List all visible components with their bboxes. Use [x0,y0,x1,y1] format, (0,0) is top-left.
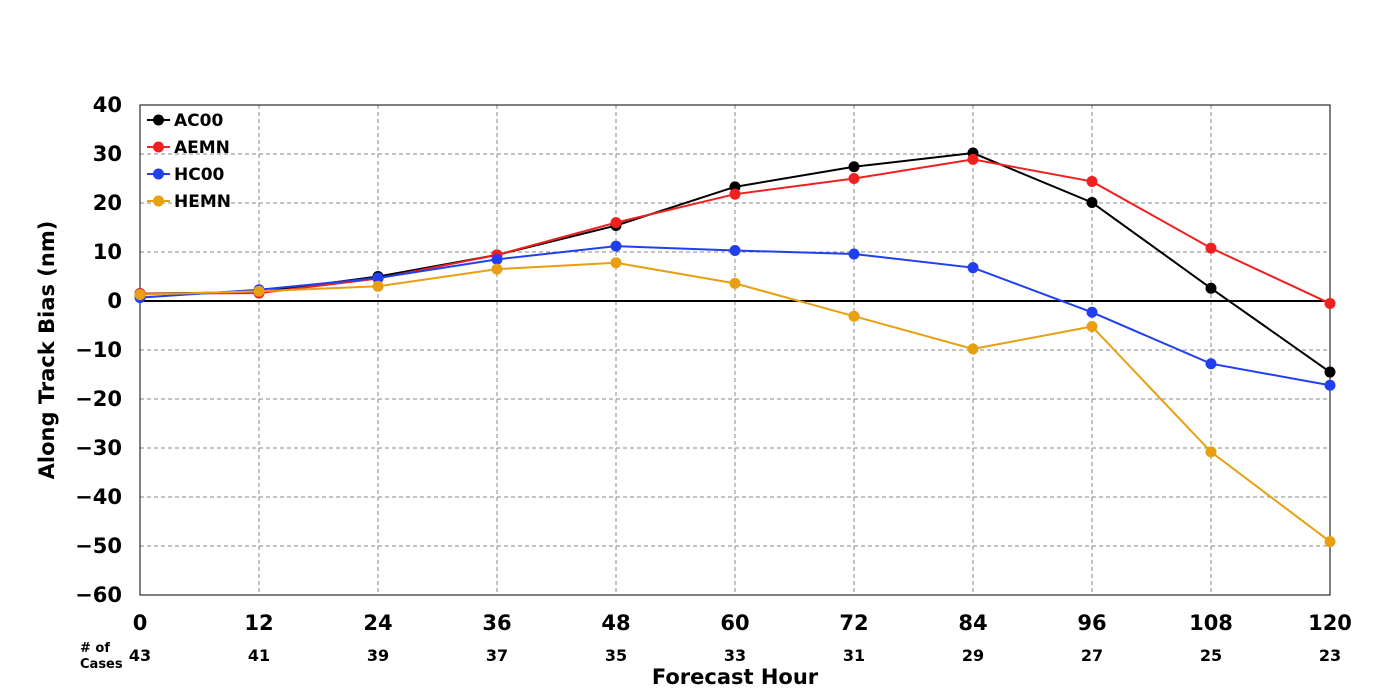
data-point-aemn [967,153,979,165]
data-point-ac00 [1205,282,1217,294]
case-count-label: 43 [129,646,151,665]
plot-frame [139,104,1331,596]
y-tick-label: 10 [93,240,122,264]
data-point-aemn [1205,242,1217,254]
data-point-hemn [729,277,741,289]
legend-label-hemn: HEMN [174,192,231,212]
data-point-hemn [1324,536,1336,548]
case-count-label: 39 [367,646,389,665]
data-point-aemn [848,173,860,184]
y-tick-label: 20 [93,191,122,215]
legend-marker-ac00 [153,114,164,126]
x-axis-title: Forecast Hour [652,665,819,689]
x-tick-label: 48 [601,611,630,635]
data-point-ac00 [848,161,860,173]
data-point-aemn [1324,297,1336,309]
axis-layer [139,104,1331,596]
label-layer: 40 30 20 10 0 −10 −20 −30 −40 −50 −60 0 12 24 36 48 60 72… [75,93,1352,665]
data-point-hc00 [1086,306,1098,318]
x-tick-label: 36 [482,611,511,635]
data-point-hemn [491,263,503,275]
case-count-label: 29 [962,646,984,665]
cases-title-line-1: # of [80,641,110,656]
y-tick-label: 0 [107,289,122,313]
case-count-label: 27 [1081,646,1103,665]
data-point-hemn [610,257,622,269]
data-point-ac00 [1086,197,1098,209]
data-point-hemn [253,285,265,297]
x-tick-label: 60 [720,611,749,635]
y-tick-label: −20 [75,387,122,411]
y-tick-label: −30 [75,436,122,460]
legend-label-hc00: HC00 [174,165,225,185]
data-point-aemn [610,217,622,229]
legend-label-aemn: AEMN [174,138,230,158]
x-tick-label: 72 [839,611,868,635]
x-tick-label: 96 [1077,611,1106,635]
data-point-hemn [134,289,146,301]
data-point-hc00 [848,248,860,260]
data-point-aemn [1086,175,1098,187]
legend: AC00 AEMN HC00 HEMN [147,111,231,212]
x-tick-label: 120 [1308,611,1352,635]
legend-marker-hemn [153,195,164,207]
case-count-label: 37 [486,646,508,665]
x-tick-label: 12 [244,611,273,635]
data-point-hemn [967,343,979,355]
y-tick-label: −40 [75,485,122,509]
data-point-ac00 [1324,366,1336,378]
data-point-hc00 [372,272,384,284]
y-axis-title: Along Track Bias (nm) [35,221,59,480]
case-count-label: 35 [605,646,627,665]
grid-layer [140,105,1330,595]
data-point-hemn [848,310,860,322]
data-point-hemn [1086,320,1098,332]
legend-label-ac00: AC00 [174,111,223,131]
x-tick-label: 24 [363,611,392,635]
data-point-hc00 [967,262,979,274]
case-count-label: 23 [1319,646,1341,665]
case-count-label: 33 [724,646,746,665]
data-point-hc00 [729,245,741,257]
series-layer [134,147,1336,548]
case-count-label: 41 [248,646,270,665]
legend-marker-aemn [153,141,164,153]
legend-marker-hc00 [153,168,164,180]
y-tick-label: −10 [75,338,122,362]
data-point-hemn [372,280,384,292]
case-count-label: 25 [1200,646,1222,665]
case-count-label: 31 [843,646,865,665]
data-point-hc00 [610,240,622,252]
data-point-hemn [1205,446,1217,458]
data-point-aemn [729,188,741,200]
cases-title-line-2: Cases [80,657,123,672]
data-point-hc00 [1205,358,1217,370]
x-tick-label: 108 [1189,611,1233,635]
y-tick-label: −60 [75,583,122,607]
y-tick-label: 30 [93,142,122,166]
data-point-hc00 [491,253,503,265]
data-point-hc00 [1324,379,1336,391]
y-tick-label: −50 [75,534,122,558]
x-tick-label: 0 [133,611,148,635]
y-tick-label: 40 [93,93,122,117]
x-tick-label: 84 [958,611,987,635]
